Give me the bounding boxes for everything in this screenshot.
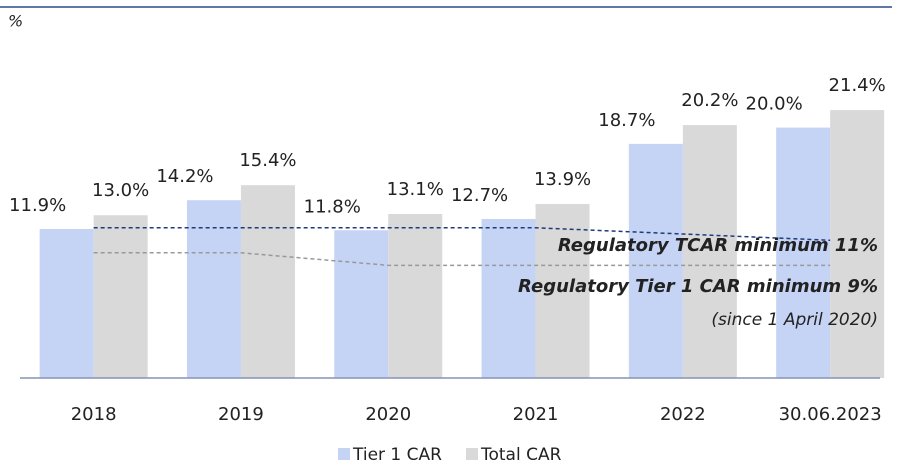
value-label: 21.4% xyxy=(829,75,886,96)
value-label: 13.1% xyxy=(387,179,444,200)
x-tick-label: 2018 xyxy=(71,404,117,425)
bar xyxy=(776,127,831,378)
bar xyxy=(334,230,389,378)
x-tick-label: 2021 xyxy=(513,404,559,425)
bar xyxy=(830,110,885,379)
x-tick-label: 2019 xyxy=(218,404,264,425)
bar xyxy=(240,185,295,378)
value-label: 12.7% xyxy=(451,185,508,206)
value-label: 11.9% xyxy=(9,195,66,216)
bar xyxy=(39,229,94,378)
bar xyxy=(535,203,590,378)
legend-label: Total CAR xyxy=(480,445,562,465)
value-label: 14.2% xyxy=(156,166,213,187)
bar xyxy=(186,200,241,378)
legend-label: Tier 1 CAR xyxy=(352,445,442,465)
annotation: Regulatory TCAR minimum 11% xyxy=(558,235,878,256)
bar xyxy=(388,213,443,378)
x-tick-label: 2022 xyxy=(660,404,706,425)
bar xyxy=(628,143,683,378)
value-label: 20.2% xyxy=(681,90,738,111)
bar xyxy=(93,215,148,378)
value-label: 15.4% xyxy=(239,150,296,171)
unit-label: % xyxy=(8,12,23,31)
x-tick-label: 2020 xyxy=(365,404,411,425)
annotation: Regulatory Tier 1 CAR minimum 9% xyxy=(518,276,878,297)
value-label: 11.8% xyxy=(304,196,361,217)
bar xyxy=(682,125,737,378)
reference-line xyxy=(93,252,831,267)
reference-line xyxy=(93,227,831,242)
bar xyxy=(481,218,536,378)
x-tick-label: 30.06.2023 xyxy=(779,404,882,425)
value-label: 13.9% xyxy=(534,169,591,190)
value-label: 18.7% xyxy=(598,110,655,131)
value-label: 20.0% xyxy=(746,94,803,115)
legend-swatch xyxy=(466,448,478,460)
value-label: 13.0% xyxy=(92,180,149,201)
annotation: (since 1 April 2020) xyxy=(711,310,878,330)
legend-swatch xyxy=(338,448,350,460)
